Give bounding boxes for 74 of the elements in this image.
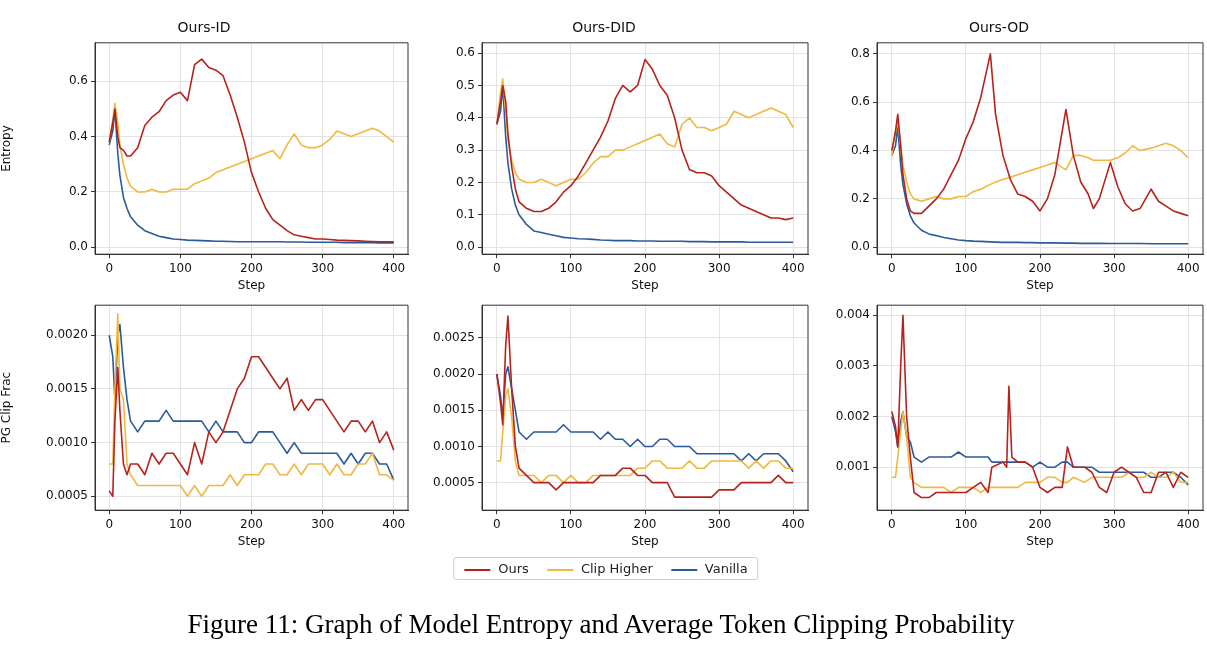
x-tick-label: 100 <box>559 516 583 531</box>
x-tick-label: 0 <box>105 260 114 275</box>
y-tick-label: 0.8 <box>850 46 870 61</box>
x-tick-label: 400 <box>1176 516 1200 531</box>
y-tick-label: 0.002 <box>835 408 870 423</box>
y-tick-label: 0.0010 <box>46 434 88 449</box>
x-tick-label: 100 <box>168 260 192 275</box>
y-axis-title: Entropy <box>0 125 14 172</box>
x-axis-title: Step <box>631 533 659 548</box>
y-tick-label: 0.0025 <box>433 329 475 344</box>
x-tick-label: 400 <box>382 260 406 275</box>
y-tick-label: 0.6 <box>68 73 88 88</box>
x-tick-label: 200 <box>240 260 263 275</box>
x-tick-label: 100 <box>168 516 192 531</box>
legend-label: Vanilla <box>704 561 748 576</box>
x-axis-title: Step <box>1026 533 1054 548</box>
y-tick-label: 0.5 <box>455 77 475 92</box>
x-tick-label: 0 <box>105 516 114 531</box>
y-tick-label: 0.4 <box>68 128 88 143</box>
x-axis-title: Step <box>237 277 266 292</box>
y-tick-label: 0.3 <box>455 142 475 157</box>
x-tick-label: 300 <box>311 516 335 531</box>
x-tick-label: 0 <box>888 260 896 275</box>
chart-title: Ours-DID <box>572 19 636 36</box>
x-tick-label: 100 <box>559 260 583 275</box>
y-tick-label: 0.004 <box>835 307 870 322</box>
y-tick-label: 0.001 <box>835 459 870 474</box>
y-tick-label: 0.2 <box>850 191 870 205</box>
y-tick-label: 0.1 <box>455 206 475 221</box>
y-tick-label: 0.003 <box>835 358 870 373</box>
y-tick-label: 0.0020 <box>433 366 475 381</box>
y-tick-label: 0.0015 <box>433 402 475 417</box>
x-tick-label: 200 <box>240 516 263 531</box>
legend-label: Ours <box>498 561 529 576</box>
y-tick-label: 0.0005 <box>433 474 475 489</box>
x-tick-label: 100 <box>954 260 978 275</box>
legend-label: Clip Higher <box>580 561 653 576</box>
x-tick-label: 300 <box>707 260 731 275</box>
caption: Figure 11: Graph of Model Entropy and Average Token Clipping Probability <box>187 609 1015 640</box>
x-axis-title: Step <box>1026 277 1054 292</box>
x-tick-label: 300 <box>311 260 335 275</box>
y-tick-label: 0.4 <box>455 109 475 124</box>
x-tick-label: 200 <box>633 516 657 531</box>
chart-title: Ours-ID <box>177 19 231 36</box>
y-tick-label: 0.0 <box>68 239 88 254</box>
x-tick-label: 300 <box>707 516 731 531</box>
y-tick-label: 0.2 <box>68 184 88 199</box>
x-tick-label: 400 <box>1176 260 1200 275</box>
x-tick-label: 0 <box>888 516 896 531</box>
x-tick-label: 400 <box>781 516 805 531</box>
x-tick-label: 400 <box>781 260 805 275</box>
y-tick-label: 0.0015 <box>46 381 88 396</box>
y-tick-label: 0.0005 <box>46 488 88 503</box>
y-tick-label: 0.6 <box>850 94 870 109</box>
x-tick-label: 300 <box>1102 260 1126 275</box>
x-axis-title: Step <box>237 533 266 548</box>
x-tick-label: 300 <box>1102 516 1126 531</box>
y-axis-title: PG Clip Frac <box>0 371 14 444</box>
x-tick-label: 0 <box>493 516 501 531</box>
x-tick-label: 200 <box>633 260 657 275</box>
y-tick-label: 0.0020 <box>46 327 88 342</box>
y-tick-label: 0.6 <box>455 45 475 60</box>
x-tick-label: 100 <box>954 516 978 531</box>
x-axis-title: Step <box>631 277 659 292</box>
y-tick-label: 0.0 <box>850 239 870 254</box>
x-tick-label: 200 <box>1028 260 1052 275</box>
y-tick-label: 0.4 <box>850 142 870 157</box>
y-tick-label: 0.0010 <box>433 438 475 453</box>
chart-title: Ours-OD <box>968 19 1030 36</box>
x-tick-label: 200 <box>1028 516 1052 531</box>
y-tick-label: 0.0 <box>455 239 475 254</box>
x-tick-label: 0 <box>493 260 501 275</box>
x-tick-label: 400 <box>382 516 406 531</box>
y-tick-label: 0.2 <box>455 174 475 189</box>
